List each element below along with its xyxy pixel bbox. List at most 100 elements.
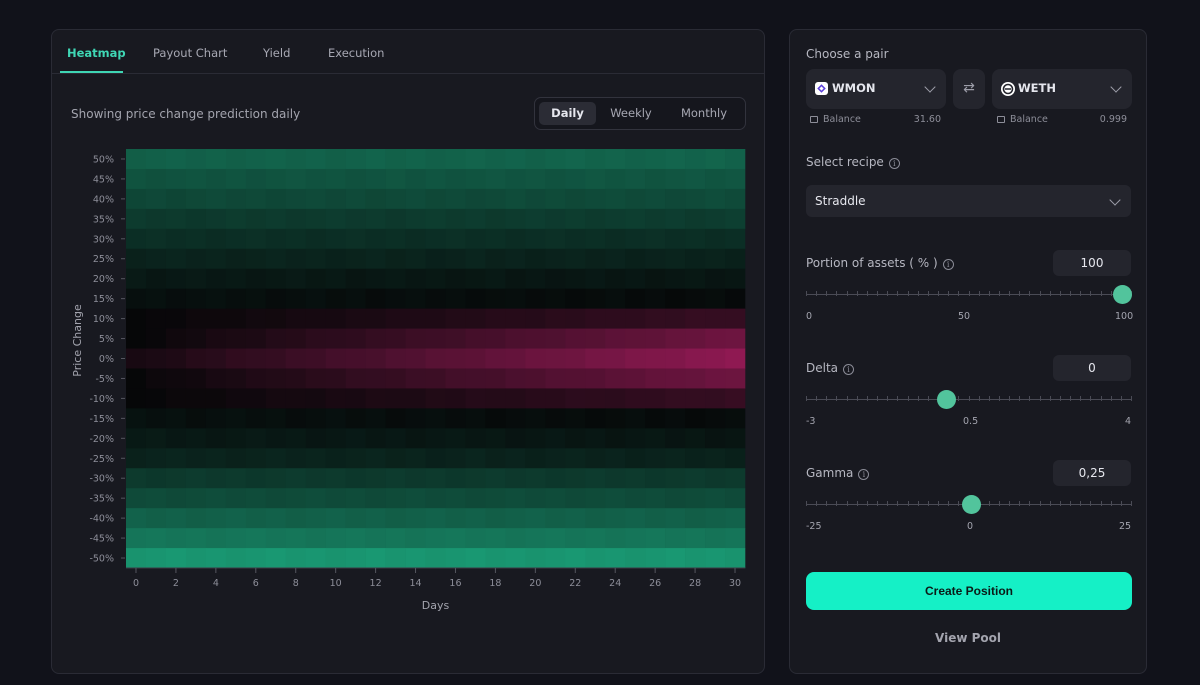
heatmap-cell [705,528,726,549]
heatmap-cell [485,228,506,250]
heatmap-cell [205,508,227,529]
recipe-select[interactable]: Straddle [806,185,1131,217]
heatmap-cell [345,328,366,349]
heatmap-cell [525,208,546,230]
gamma-slider[interactable] [806,495,1132,514]
heatmap-cell [365,288,386,309]
heatmap-cell [285,528,307,549]
swap-pair-button[interactable]: ⇄ [953,69,985,109]
heatmap-cell [545,308,566,329]
delta-slider-thumb[interactable] [936,390,956,409]
heatmap-cell [325,408,346,429]
heatmap-cell [145,228,167,250]
slider-tick [988,501,990,506]
gamma-input[interactable]: 0,25 [1053,460,1131,486]
portion-slider[interactable] [806,285,1132,304]
info-icon[interactable]: i [858,469,870,480]
heatmap-cell [565,388,586,409]
info-icon[interactable]: i [888,158,900,169]
heatmap-cell [205,368,227,389]
y-tick-label: 45% [93,174,114,185]
heatmap-cell [425,208,446,230]
token-a-select[interactable]: WMON [806,69,946,109]
x-tick-label: 4 [213,578,219,589]
x-tick-label: 28 [689,578,701,589]
heatmap-cell [425,468,446,489]
heatmap-cell [325,168,346,190]
portion-slider-thumb[interactable] [1113,285,1132,304]
info-icon[interactable]: i [942,259,954,270]
heatmap-cell [545,228,566,250]
heatmap-cell [725,508,746,529]
heatmap-cell [465,288,486,309]
heatmap-cell [665,228,686,250]
period-monthly-button[interactable]: Monthly [680,106,728,120]
heatmap-cell [185,488,207,509]
heatmap-cell [405,168,426,190]
heatmap-cell [485,308,506,329]
slider-tick [988,291,990,296]
slider-tick [917,291,919,296]
heatmap-cell [625,408,646,429]
heatmap-cell [225,348,247,369]
heatmap-cell [585,149,606,170]
view-pool-link[interactable]: View Pool [935,631,1001,645]
heatmap-cell [665,288,686,309]
heatmap-cell [285,428,307,449]
heatmap-cell [485,168,506,190]
heatmap-cell [385,168,406,190]
heatmap-cell [305,328,326,349]
slider-tick [927,291,929,296]
slider-tick [1019,501,1021,506]
slider-tick [958,396,960,401]
heatmap-cell [685,468,706,489]
heatmap-cell [365,188,386,210]
heatmap-cell [585,348,606,369]
heatmap-cell [165,468,187,489]
delta-input[interactable]: 0 [1053,355,1131,381]
portion-input[interactable]: 100 [1053,250,1131,276]
delta-slider[interactable] [806,390,1132,409]
x-tick-label: 18 [489,578,501,589]
x-tick-label: 6 [253,578,259,589]
slider-tick [948,501,950,506]
heatmap-cell [645,548,666,569]
heatmap-cell [525,408,546,429]
tab-heatmap[interactable]: Heatmap [67,46,126,60]
y-tick-label: -45% [89,534,114,545]
tab-yield[interactable]: Yield [263,46,291,60]
gamma-slider-thumb[interactable] [961,495,981,514]
heatmap-cell [485,528,506,549]
heatmap-cell [145,408,167,429]
period-daily-button[interactable]: Daily [539,102,596,125]
token-b-balance-label: Balance [997,114,1048,125]
portion-min-label: 0 [806,311,813,322]
heatmap-cell [565,468,586,489]
tab-payout-chart[interactable]: Payout Chart [153,46,228,60]
heatmap-cell [465,508,486,529]
heatmap-cell [585,468,606,489]
heatmap-cell [385,308,406,329]
heatmap-cell [545,328,566,349]
heatmap-cell [545,288,566,309]
portion-label: Portion of assets ( % ) i [806,256,954,270]
heatmap-cell [385,188,406,210]
heatmap-cell [605,348,626,369]
create-position-button[interactable]: Create Position [806,572,1132,610]
tab-execution[interactable]: Execution [328,46,385,60]
heatmap-cell [685,168,706,190]
period-weekly-button[interactable]: Weekly [610,106,652,120]
heatmap-cell [565,548,586,569]
heatmap-cell [545,208,566,230]
heatmap-cell [205,468,227,489]
heatmap-cell [445,528,466,549]
y-tick-label: -35% [89,494,114,505]
heatmap-cell [225,528,247,549]
heatmap-cell [725,448,746,469]
heatmap-cell [345,248,366,270]
heatmap-cell [485,548,506,569]
heatmap-cell [545,368,566,389]
info-icon[interactable]: i [843,364,855,375]
token-b-select[interactable]: WETH [992,69,1132,109]
heatmap-cell [585,268,606,289]
